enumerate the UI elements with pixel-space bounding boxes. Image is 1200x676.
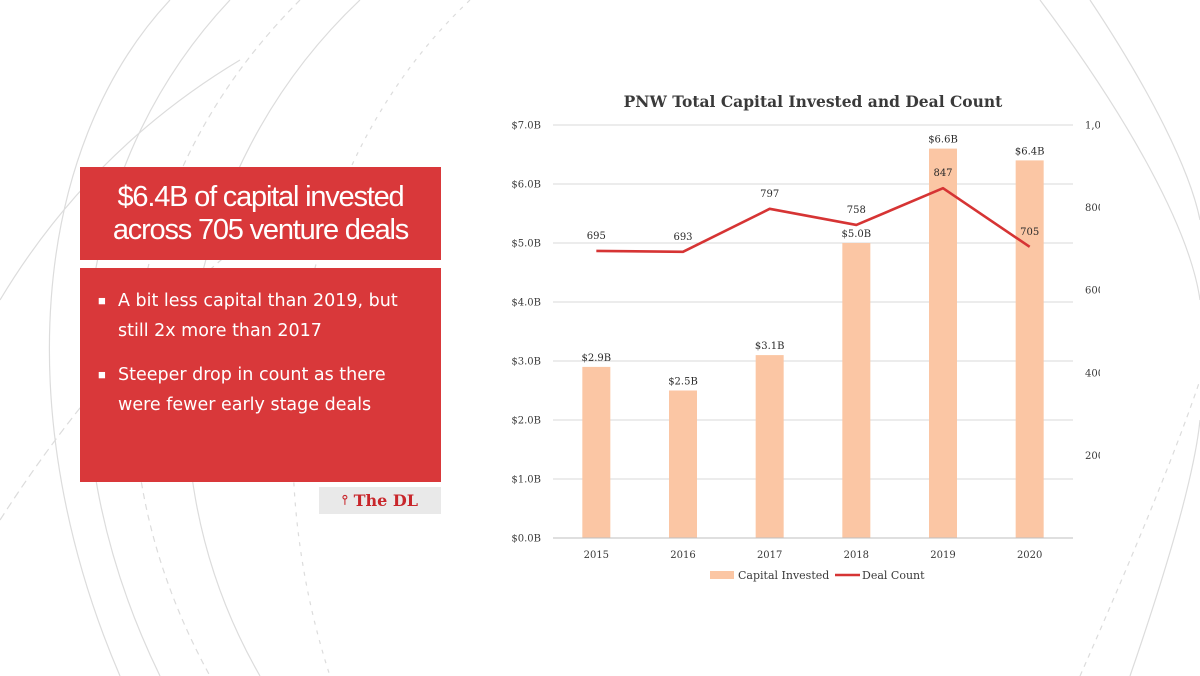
- headline-box: $6.4B of capital invested across 705 ven…: [80, 167, 441, 260]
- bar-data-label: $5.0B: [842, 229, 872, 240]
- bar-data-label: $2.9B: [582, 353, 612, 364]
- bullet-text-line: were fewer early stage deals: [118, 395, 372, 415]
- y-left-tick-label: $5.0B: [511, 239, 541, 250]
- bullet-item: ■ A bit less capital than 2019, but stil…: [98, 286, 421, 346]
- bar-data-label: $3.1B: [755, 341, 785, 352]
- bar: [755, 355, 784, 538]
- chart-title: PNW Total Capital Invested and Deal Coun…: [624, 92, 1004, 111]
- x-tick-label: 2019: [930, 550, 955, 561]
- logo-text: The DL: [353, 491, 419, 510]
- bar: [929, 148, 957, 538]
- y-right-tick-label: 1,000: [1085, 121, 1100, 132]
- x-tick-label: 2017: [757, 550, 782, 561]
- brand-logo: ⫯ The DL: [319, 487, 441, 514]
- x-tick-label: 2020: [1017, 550, 1042, 561]
- axes: $0.0B $1.0B $2.0B $3.0B $4.0B $5.0B $6.0B $7.0B…: [511, 121, 1100, 562]
- line-series: [596, 186, 1031, 254]
- x-tick-label: 2018: [844, 550, 869, 561]
- x-tick-label: 2016: [670, 550, 695, 561]
- gridlines: [553, 124, 1073, 539]
- combo-chart: PNW Total Capital Invested and Deal Coun…: [511, 92, 1100, 582]
- line-data-label: 797: [760, 189, 779, 200]
- bar-series: [582, 148, 1044, 538]
- y-left-tick-label: $0.0B: [511, 534, 541, 545]
- legend-label: Deal Count: [862, 569, 925, 582]
- data-labels: $2.9B $2.5B $3.1B $5.0B $6.6B $6.4B 695 693 797 7…: [582, 135, 1045, 388]
- bar: [669, 390, 697, 538]
- y-left-tick-label: $4.0B: [511, 298, 541, 309]
- bar-data-label: $6.6B: [928, 135, 958, 146]
- square-bullet-icon: ■: [98, 367, 106, 382]
- deal-count-line: [596, 186, 1031, 254]
- y-left-tick-label: $6.0B: [511, 180, 541, 191]
- y-left-tick-label: $3.0B: [511, 357, 541, 368]
- y-right-tick-label: 200: [1085, 451, 1100, 462]
- bullet-item: ■ Steeper drop in count as there were fe…: [98, 360, 421, 420]
- y-right-tick-label: 800: [1085, 203, 1100, 214]
- y-left-tick-label: $7.0B: [511, 121, 541, 132]
- line-data-label: 705: [1020, 227, 1039, 238]
- bullet-text-line: A bit less capital than 2019, but: [118, 291, 398, 311]
- y-left-tick-label: $1.0B: [511, 475, 541, 486]
- bullet-text-line: still 2x more than 2017: [118, 321, 322, 341]
- bar: [842, 243, 871, 538]
- y-right-tick-label: 400: [1085, 368, 1100, 379]
- line-data-label: 847: [933, 168, 952, 179]
- bullet-text-line: Steeper drop in count as there: [118, 365, 386, 385]
- legend: Capital Invested Deal Count: [710, 569, 925, 582]
- legend-label: Capital Invested: [738, 569, 829, 582]
- bar: [1015, 160, 1044, 538]
- needle-tower-icon: ⫯: [341, 493, 348, 508]
- line-data-label: 695: [587, 231, 606, 242]
- bar-data-label: $6.4B: [1015, 146, 1045, 157]
- bullet-box: ■ A bit less capital than 2019, but stil…: [80, 268, 441, 482]
- headline-line-2: across 705 venture deals: [112, 213, 409, 246]
- legend-swatch-bar: [710, 571, 734, 579]
- headline-line-1: $6.4B of capital invested: [117, 180, 405, 213]
- x-tick-label: 2015: [584, 550, 609, 561]
- square-bullet-icon: ■: [98, 293, 106, 308]
- y-right-tick-label: 600: [1085, 286, 1100, 297]
- line-data-label: 758: [847, 205, 866, 216]
- line-data-label: 693: [673, 232, 692, 243]
- y-left-tick-label: $2.0B: [511, 416, 541, 427]
- bar-data-label: $2.5B: [668, 377, 698, 388]
- bar: [582, 366, 611, 538]
